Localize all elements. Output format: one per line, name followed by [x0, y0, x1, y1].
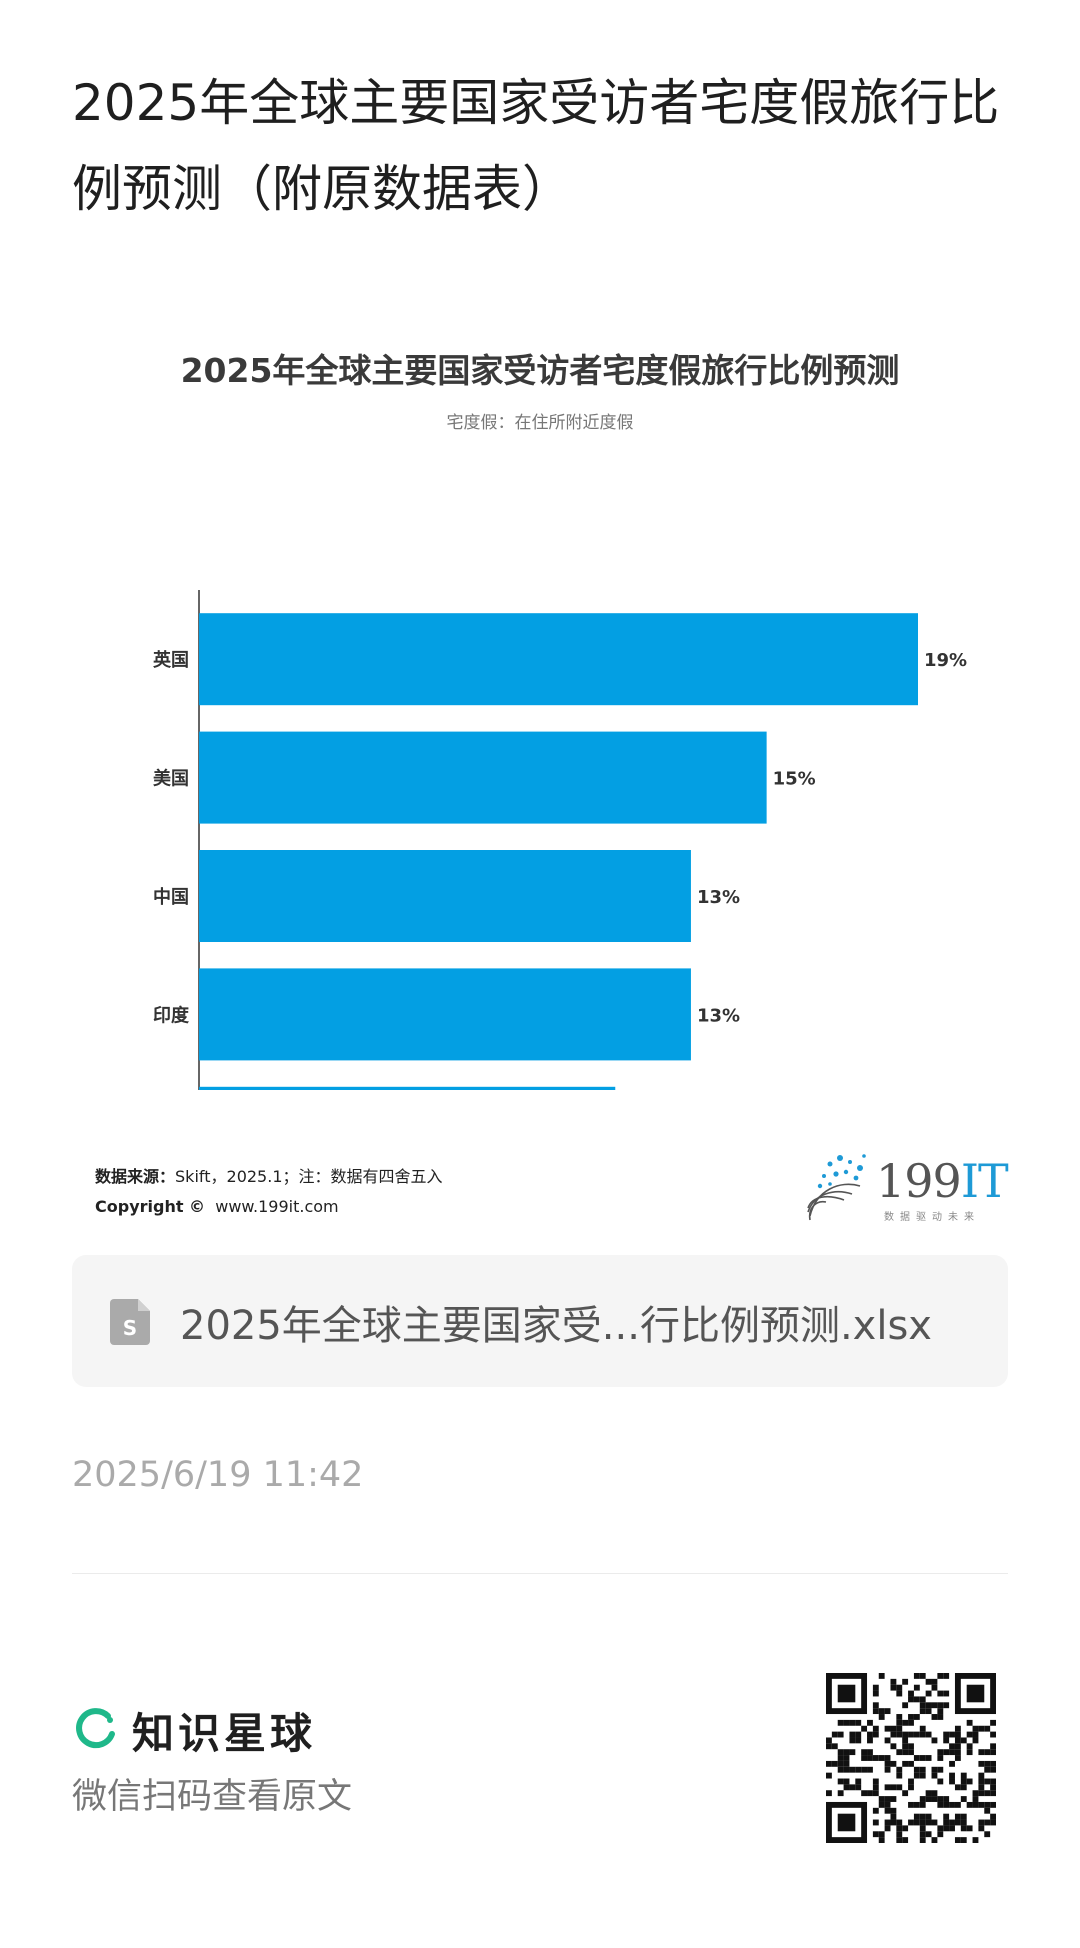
copyright-url: www.199it.com — [215, 1197, 339, 1216]
source-text: Skift，2025.1；注：数据有四舍五入 — [175, 1167, 443, 1186]
spreadsheet-file-icon: S — [110, 1299, 150, 1345]
category-label: 英国 — [152, 649, 189, 671]
bar — [199, 850, 691, 942]
attachment-filename: 2025年全球主要国家受...行比例预测.xlsx — [180, 1303, 932, 1349]
data-label: 13% — [697, 887, 740, 908]
bar — [199, 613, 918, 706]
copyright-label: Copyright © — [95, 1197, 206, 1216]
zsxq-ring-icon — [76, 1708, 115, 1749]
chart-subtitle: 宅度假：在住所附近度假 — [446, 413, 634, 433]
post-timestamp: 2025/6/19 11:42 — [72, 1455, 364, 1495]
bar — [199, 731, 767, 824]
footer-brand-name: 知识星球 — [132, 1709, 317, 1758]
brand-logo-accent: IT — [960, 1154, 1009, 1208]
data-label: 15% — [773, 769, 816, 790]
category-label: 美国 — [153, 768, 189, 790]
bar — [199, 1086, 616, 1090]
copyright-line: Copyright © www.199it.com — [95, 1192, 443, 1222]
bar-chart: 英国19%美国15%中国13%印度13%德国11%0%3%6%9%12%15%1… — [152, 590, 967, 1090]
data-label: 19% — [924, 650, 967, 671]
bar — [199, 968, 691, 1061]
dandelion-dots-icon — [807, 1154, 866, 1221]
qr-code-icon[interactable] — [826, 1673, 996, 1843]
attachment-card[interactable]: S 2025年全球主要国家受...行比例预测.xlsx — [72, 1255, 1008, 1387]
category-label: 印度 — [153, 1004, 190, 1026]
svg-text:S: S — [123, 1316, 137, 1340]
page-title: 2025年全球主要国家受访者宅度假旅行比例预测（附原数据表） — [72, 74, 1000, 218]
category-label: 中国 — [153, 886, 189, 908]
brand-logo: 199IT 数据驱动未来 — [800, 1150, 1009, 1230]
source-label: 数据来源： — [95, 1167, 176, 1186]
data-label: 13% — [697, 1005, 740, 1026]
divider — [72, 1573, 1008, 1574]
chart-title: 2025年全球主要国家受访者宅度假旅行比例预测 — [180, 351, 900, 390]
source-block: 数据来源：Skift，2025.1；注：数据有四舍五入 Copyright © … — [95, 1162, 443, 1222]
brand-logo-text: 199IT — [876, 1154, 1009, 1208]
footer-scan-hint: 微信扫码查看原文 — [72, 1777, 353, 1817]
brand-logo-main: 199 — [876, 1154, 962, 1208]
brand-tagline: 数据驱动未来 — [884, 1212, 980, 1223]
chart-card: 2025年全球主要国家受访者宅度假旅行比例预测 宅度假：在住所附近度假 英国 19… — [72, 320, 1008, 1250]
source-line: 数据来源：Skift，2025.1；注：数据有四舍五入 — [95, 1162, 443, 1192]
